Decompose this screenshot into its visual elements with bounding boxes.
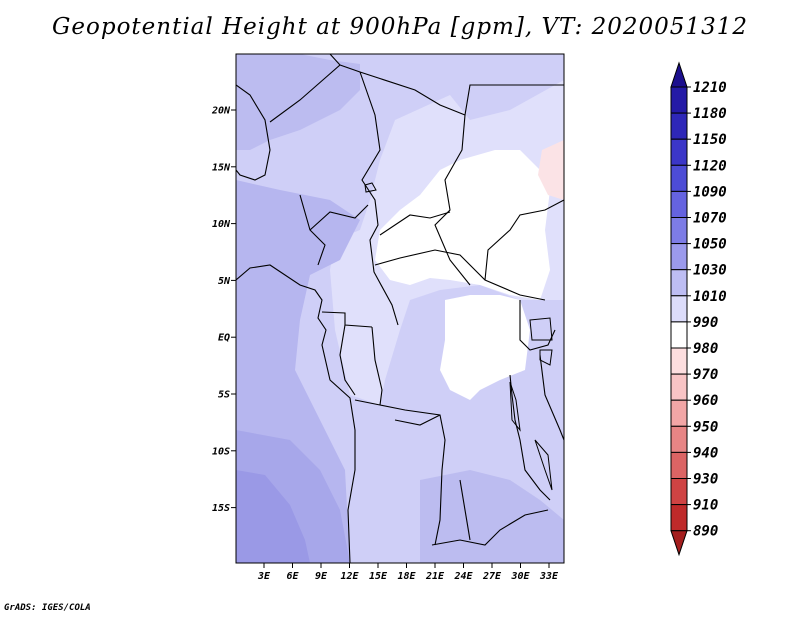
colorbar-swatch: [670, 295, 688, 323]
colorbar-label: 1030: [693, 263, 727, 279]
border-west-coast: [236, 84, 271, 181]
colorbar-label: 1010: [693, 289, 727, 305]
lon-tick-label: 12E: [340, 571, 359, 582]
colorbar-swatch: [670, 504, 688, 532]
longitude-axis: 3E 6E 9E 12E 15E 18E 21E 24E 27E 30E 33E: [257, 563, 559, 582]
lat-tick-label: EQ: [218, 333, 230, 344]
colorbar-label: 1050: [693, 237, 727, 253]
colorbar-swatch: [670, 86, 688, 114]
lat-tick-label: 5N: [218, 276, 231, 287]
border-cameroon-west: [299, 194, 326, 266]
colorbar-swatch: [670, 451, 688, 479]
lon-tick-label: 27E: [482, 571, 502, 582]
lon-tick-label: 18E: [397, 571, 416, 582]
colorbar-swatch: [670, 373, 688, 401]
colorbar-label: 960: [693, 393, 718, 409]
chart-title: Geopotential Height at 900hPa [gpm], VT:…: [52, 14, 748, 40]
colorbar: 1210 1180 1150 1120 1090 1070 1050 1030 1010 990 9…: [670, 61, 727, 557]
colorbar-top-arrow: [670, 61, 688, 88]
colorbar-label: 940: [693, 445, 718, 461]
lat-tick-label: 20N: [211, 106, 231, 117]
lon-tick-label: 33E: [539, 571, 559, 582]
border-coast: [236, 264, 356, 563]
border-sahara: [269, 64, 564, 123]
lon-tick-label: 15E: [369, 571, 388, 582]
border-angola-zambia: [459, 479, 471, 541]
lat-tick-label: 10N: [212, 219, 231, 230]
colorbar-swatch: [670, 347, 688, 375]
lat-tick-label: 15N: [212, 162, 231, 173]
colorbar-label: 970: [693, 367, 718, 383]
lake-victoria: [529, 317, 553, 341]
border-angola: [394, 414, 441, 426]
lakes: [364, 182, 553, 491]
border-car-south: [374, 249, 546, 301]
lake-chad: [364, 182, 377, 193]
border-gabon: [321, 311, 373, 328]
lake-malawi: [534, 439, 553, 491]
colorbar-label: 990: [693, 315, 718, 331]
colorbar-bottom-arrow: [670, 530, 688, 557]
lat-tick-label: 10S: [212, 446, 230, 457]
border-kenya: [539, 354, 564, 441]
border-chad-east: [434, 114, 471, 286]
field-level-990: [375, 150, 550, 300]
lon-tick-label: 30E: [510, 571, 530, 582]
border-car-north: [379, 211, 451, 236]
grads-credit: GrADS: IGES/COLA: [4, 603, 91, 613]
colorbar-label: 950: [693, 419, 718, 435]
border-tanzania-west: [509, 374, 551, 501]
map-frame: [235, 53, 565, 564]
colorbar-swatch: [670, 112, 688, 140]
lat-tick-label: 5S: [218, 390, 230, 401]
field-level-1090: [236, 470, 310, 563]
height-field: [236, 54, 564, 563]
colorbar-swatch: [670, 478, 688, 506]
field-level-990-east: [440, 295, 530, 400]
colorbar-label: 910: [693, 498, 718, 514]
lake-tanganyika: [509, 381, 521, 432]
colorbar-label: 1120: [693, 158, 727, 174]
lon-tick-label: 24E: [453, 571, 473, 582]
border-gabon-south: [339, 324, 356, 396]
colorbar-swatch: [670, 190, 688, 218]
colorbar-swatch: [670, 269, 688, 297]
border-drc-south: [354, 399, 446, 546]
colorbar-swatch: [670, 164, 688, 192]
border-chad-west: [359, 71, 399, 326]
colorbar-label: 1150: [693, 132, 727, 148]
border-sudan: [484, 199, 564, 281]
lon-tick-label: 9E: [315, 571, 328, 582]
country-borders: [236, 54, 564, 563]
colorbar-label: 1180: [693, 106, 727, 122]
latitude-axis: 20N 15N 10N 5N EQ 5S 10S 15S: [211, 106, 236, 514]
colorbar-swatch: [670, 425, 688, 453]
border-nigeria: [309, 204, 369, 231]
colorbar-swatch: [670, 217, 688, 245]
border-zambia: [431, 509, 549, 546]
lat-tick-label: 15S: [212, 503, 230, 514]
border-north: [329, 54, 341, 66]
colorbar-swatch: [670, 243, 688, 271]
lon-tick-label: 21E: [425, 571, 445, 582]
lake-kyoga: [539, 349, 553, 366]
field-level-980: [538, 140, 564, 200]
colorbar-label: 890: [693, 524, 718, 540]
lon-tick-label: 6E: [286, 571, 299, 582]
colorbar-label: 1070: [693, 211, 727, 227]
colorbar-swatch: [670, 138, 688, 166]
colorbar-label: 980: [693, 341, 718, 357]
colorbar-swatch: [670, 321, 688, 349]
colorbar-label: 1210: [693, 80, 727, 96]
colorbar-swatch: [670, 399, 688, 427]
border-congo: [371, 326, 383, 406]
colorbar-label: 1090: [693, 184, 727, 200]
lon-tick-label: 3E: [257, 571, 271, 582]
field-level-1050-south: [420, 470, 564, 563]
colorbar-label: 930: [693, 472, 718, 488]
